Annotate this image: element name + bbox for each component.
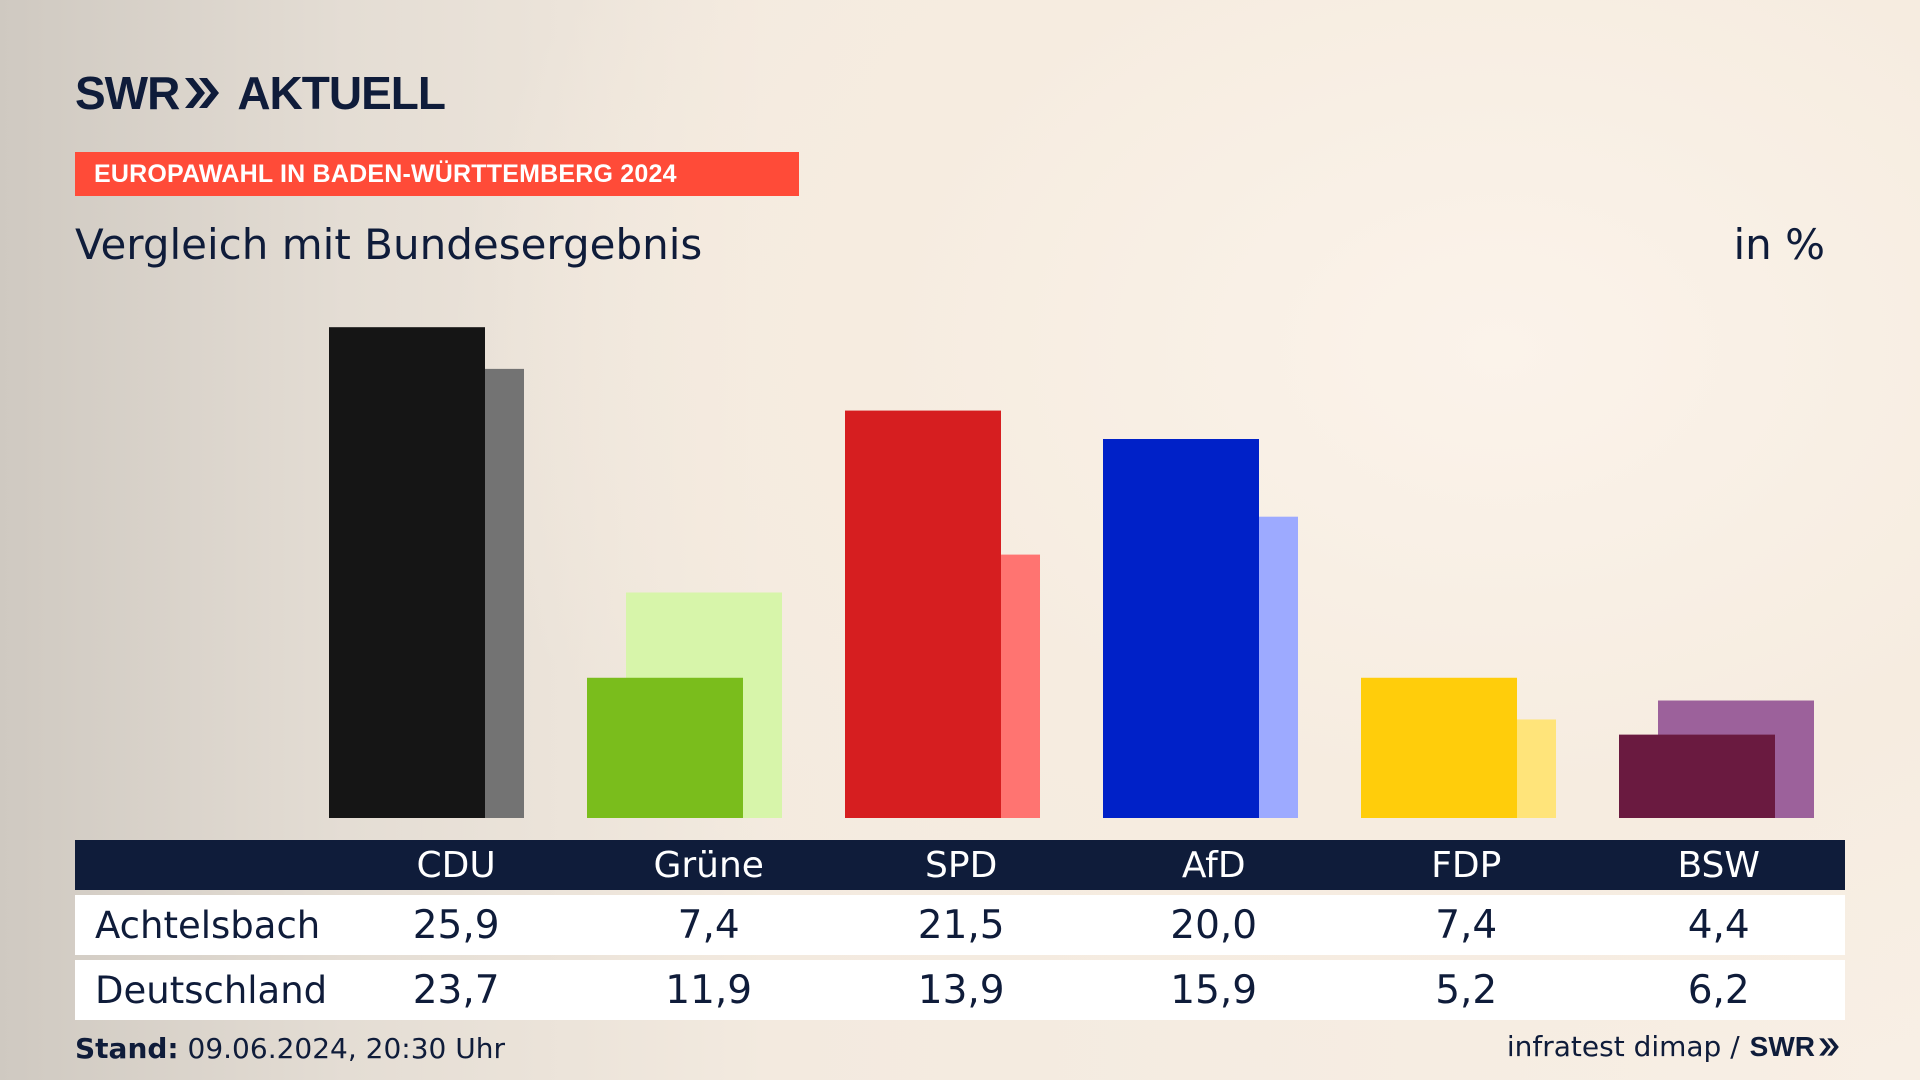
bar-achtelsbach-cdu <box>329 327 485 818</box>
bar-achtelsbach-afd <box>1103 439 1259 818</box>
party-header-cdu: CDU <box>416 844 496 886</box>
election-banner: EUROPAWAHL IN BADEN-WÜRTTEMBERG 2024 <box>75 152 799 196</box>
value-cell: 7,4 <box>1435 902 1498 948</box>
party-header-fdp: FDP <box>1431 844 1502 886</box>
logo-aktuell-text: AKTUELL <box>237 67 446 119</box>
value-cell: 20,0 <box>1170 902 1258 948</box>
value-cell: 15,9 <box>1170 967 1258 1013</box>
party-header-gruene: Grüne <box>653 844 764 886</box>
value-cell: 11,9 <box>665 967 753 1013</box>
table-row-achtelsbach: Achtelsbach 25,9 7,4 21,5 20,0 7,4 4,4 <box>75 895 1845 955</box>
swr-small-text: SWR <box>1749 1030 1815 1062</box>
party-header-afd: AfD <box>1181 844 1246 886</box>
bar-achtelsbach-spd <box>845 410 1001 818</box>
swr-aktuell-logo: SWR AKTUELL <box>75 67 446 119</box>
value-cell: 21,5 <box>917 902 1005 948</box>
value-cell: 13,9 <box>917 967 1005 1013</box>
party-header-spd: SPD <box>925 844 998 886</box>
source-credit: infratest dimap / SWR <box>1507 1030 1840 1063</box>
timestamp: Stand: 09.06.2024, 20:30 Uhr <box>75 1032 505 1065</box>
unit-label: in % <box>1733 220 1825 269</box>
double-chevron-right-icon <box>1819 1037 1839 1056</box>
chart-title: Vergleich mit Bundesergebnis <box>75 220 703 269</box>
bar-achtelsbach-bsw <box>1619 734 1775 818</box>
source-text: infratest dimap / <box>1506 1030 1740 1063</box>
row-label: Achtelsbach <box>95 903 321 947</box>
value-cell: 7,4 <box>677 902 740 948</box>
bar-chart <box>329 327 1814 818</box>
double-chevron-right-icon <box>183 76 221 110</box>
party-header-bsw: BSW <box>1677 844 1760 886</box>
value-cell: 6,2 <box>1687 967 1750 1013</box>
logo-swr-text: SWR <box>75 67 180 119</box>
value-cell: 23,7 <box>412 967 500 1013</box>
bar-achtelsbach-fdp <box>1361 677 1517 818</box>
bar-achtelsbach-grüne <box>587 677 743 818</box>
stand-value: 09.06.2024, 20:30 Uhr <box>187 1032 505 1065</box>
table-row-deutschland: Deutschland 23,7 11,9 13,9 15,9 5,2 6,2 <box>75 960 1845 1020</box>
swr-small-logo: SWR <box>1750 1031 1840 1063</box>
value-cell: 5,2 <box>1435 967 1498 1013</box>
row-label: Deutschland <box>95 968 328 1012</box>
value-cell: 25,9 <box>412 902 500 948</box>
results-table: CDU Grüne SPD AfD FDP BSW Achtelsbach 25… <box>75 840 1845 1020</box>
stand-label: Stand: <box>75 1032 179 1065</box>
value-cell: 4,4 <box>1687 902 1750 948</box>
table-header-row: CDU Grüne SPD AfD FDP BSW <box>75 840 1845 890</box>
